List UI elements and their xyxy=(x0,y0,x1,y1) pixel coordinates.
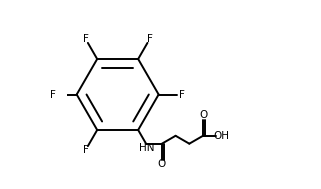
Text: F: F xyxy=(179,90,185,99)
Text: OH: OH xyxy=(214,131,230,141)
Text: F: F xyxy=(50,90,56,99)
Text: F: F xyxy=(147,34,153,44)
Text: HN: HN xyxy=(139,143,155,153)
Text: O: O xyxy=(199,110,207,120)
Text: F: F xyxy=(82,145,88,155)
Text: F: F xyxy=(82,34,88,44)
Text: O: O xyxy=(158,159,166,169)
